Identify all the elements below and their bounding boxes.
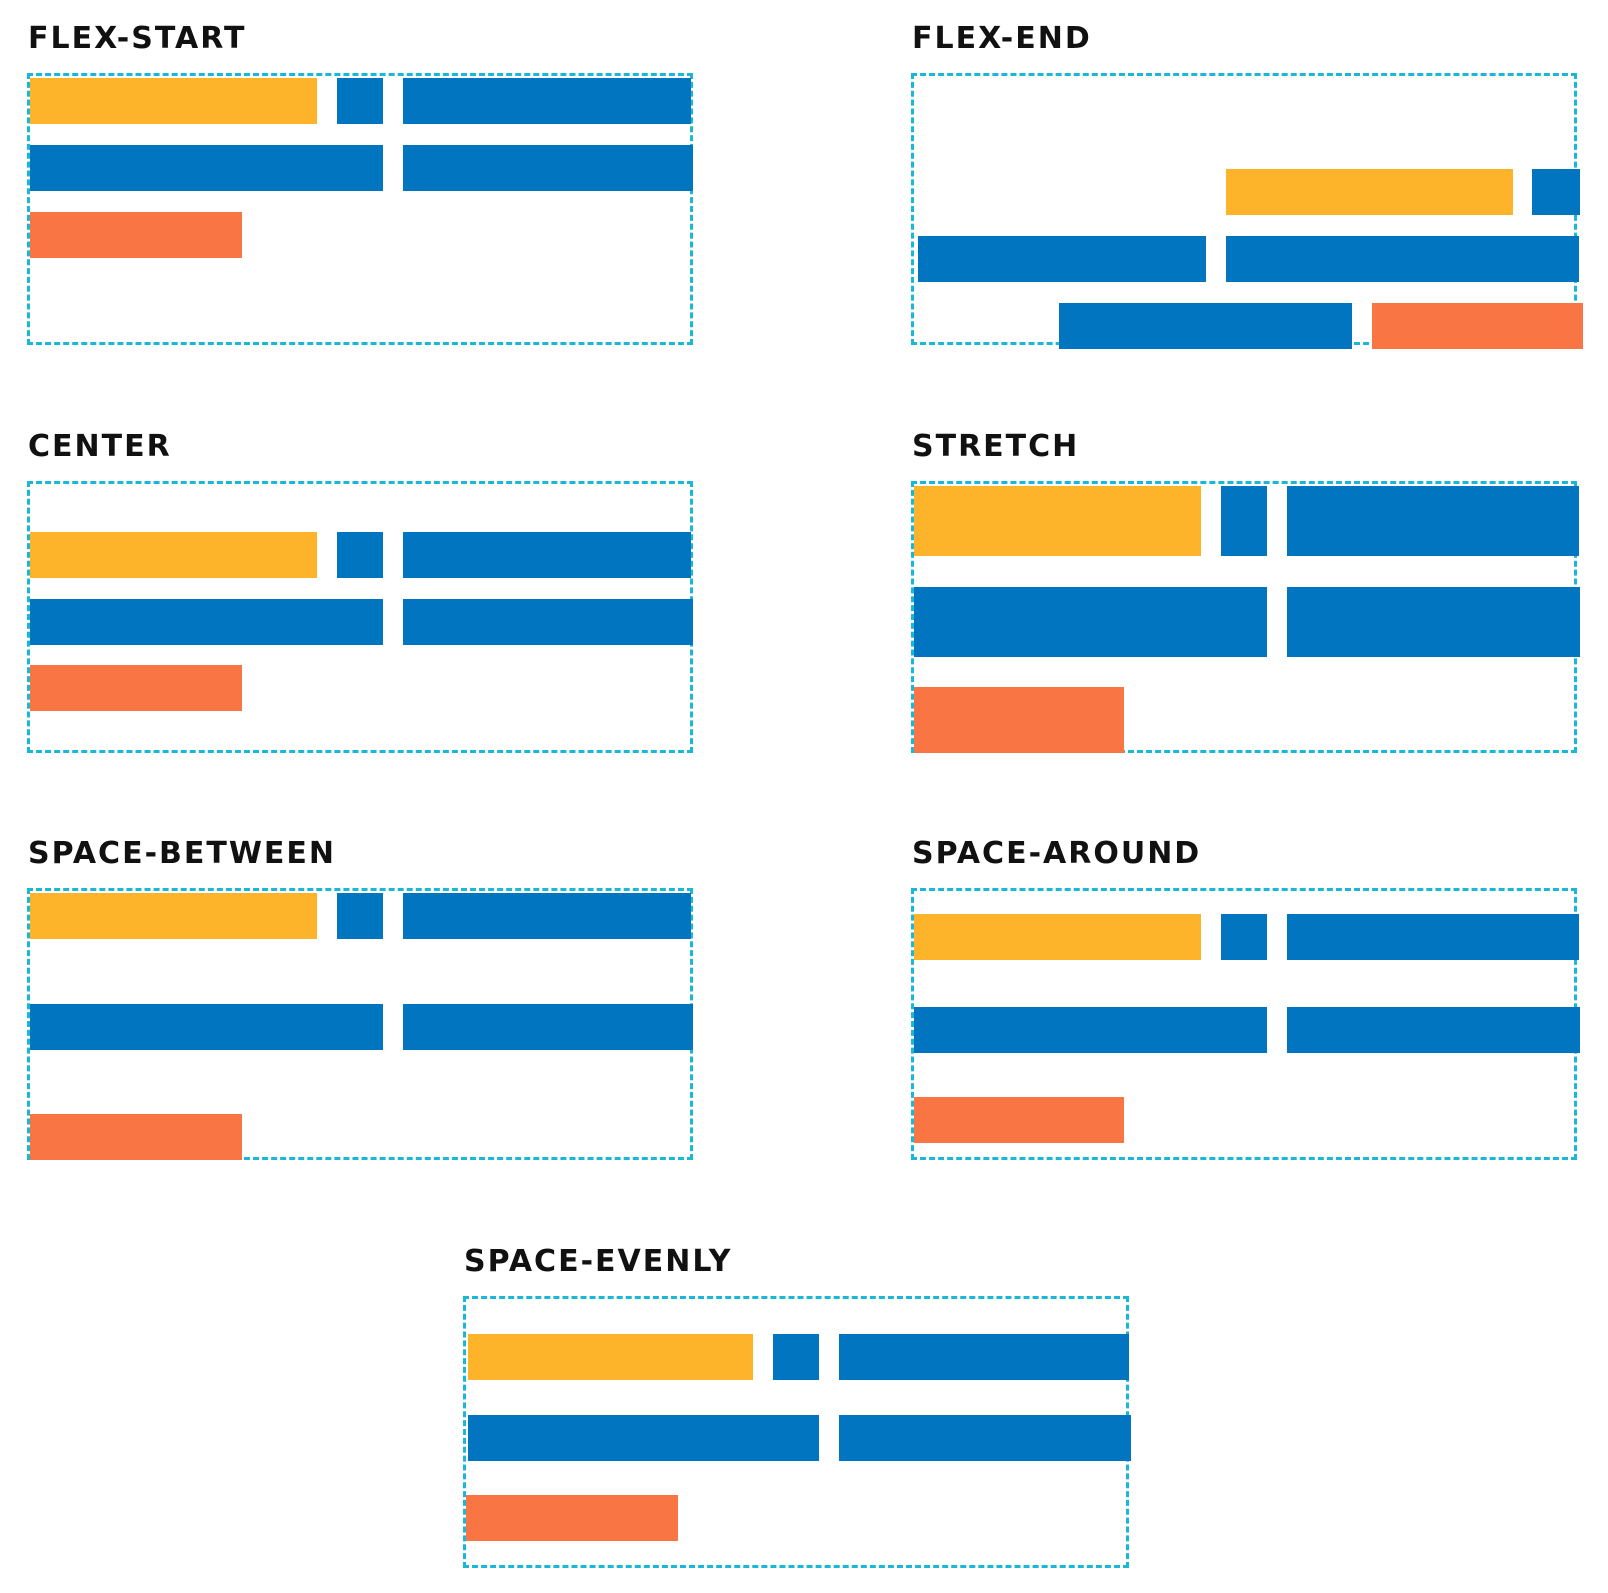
- flex-item-yellow: [30, 532, 317, 578]
- panel-title: SPACE-BETWEEN: [28, 836, 337, 871]
- flex-container: [911, 73, 1583, 349]
- flex-item-blue: [403, 145, 693, 191]
- flex-item-blue: [1287, 1007, 1580, 1053]
- flex-item-blue-small: [1532, 169, 1580, 215]
- flex-item-blue: [30, 599, 383, 645]
- flex-container: [911, 481, 1580, 753]
- flex-item-blue-small: [337, 893, 383, 939]
- flex-container: [27, 888, 693, 1160]
- flex-item-blue: [1059, 303, 1352, 349]
- flex-item-blue: [1287, 914, 1579, 960]
- flex-item-blue-small: [773, 1334, 819, 1380]
- flex-item-yellow: [1226, 169, 1513, 215]
- flex-item-blue-small: [1221, 486, 1267, 556]
- flex-item-blue: [914, 587, 1267, 657]
- flex-item-orange: [30, 1114, 242, 1160]
- flex-item-orange: [466, 1495, 678, 1541]
- flex-item-blue-small: [337, 532, 383, 578]
- flex-item-yellow: [468, 1334, 753, 1380]
- flex-item-yellow: [30, 893, 317, 939]
- flex-item-blue: [839, 1334, 1129, 1380]
- flex-item-blue: [839, 1415, 1131, 1461]
- flex-container: [27, 73, 693, 345]
- flex-container: [463, 1296, 1131, 1568]
- flex-item-yellow: [30, 78, 317, 124]
- flex-item-blue: [403, 893, 691, 939]
- panel-title: FLEX-START: [28, 21, 247, 56]
- flex-item-blue-small: [1221, 914, 1267, 960]
- flex-item-blue: [30, 145, 383, 191]
- flex-item-blue-small: [337, 78, 383, 124]
- flex-item-blue: [403, 599, 693, 645]
- flex-item-yellow: [914, 486, 1201, 556]
- flex-item-blue: [403, 78, 691, 124]
- flex-item-orange: [1372, 303, 1583, 349]
- flex-item-blue: [30, 1004, 383, 1050]
- flex-item-orange: [914, 1097, 1124, 1143]
- flex-container: [911, 888, 1580, 1160]
- flex-item-blue: [468, 1415, 819, 1461]
- flex-item-orange: [30, 665, 242, 711]
- panel-title: STRETCH: [912, 429, 1080, 464]
- flex-item-yellow: [914, 914, 1201, 960]
- flex-item-blue: [403, 1004, 693, 1050]
- panel-title: CENTER: [28, 429, 172, 464]
- flex-container: [27, 481, 693, 753]
- panel-title: SPACE-EVENLY: [464, 1244, 733, 1279]
- panel-title: FLEX-END: [912, 21, 1092, 56]
- flex-item-blue: [914, 1007, 1267, 1053]
- flex-item-blue: [1226, 236, 1579, 282]
- flex-item-blue: [918, 236, 1206, 282]
- flex-item-blue: [1287, 486, 1579, 556]
- flex-item-blue: [1287, 587, 1580, 657]
- flex-item-orange: [914, 687, 1124, 753]
- panel-title: SPACE-AROUND: [912, 836, 1202, 871]
- flex-item-orange: [30, 212, 242, 258]
- flex-item-blue: [403, 532, 691, 578]
